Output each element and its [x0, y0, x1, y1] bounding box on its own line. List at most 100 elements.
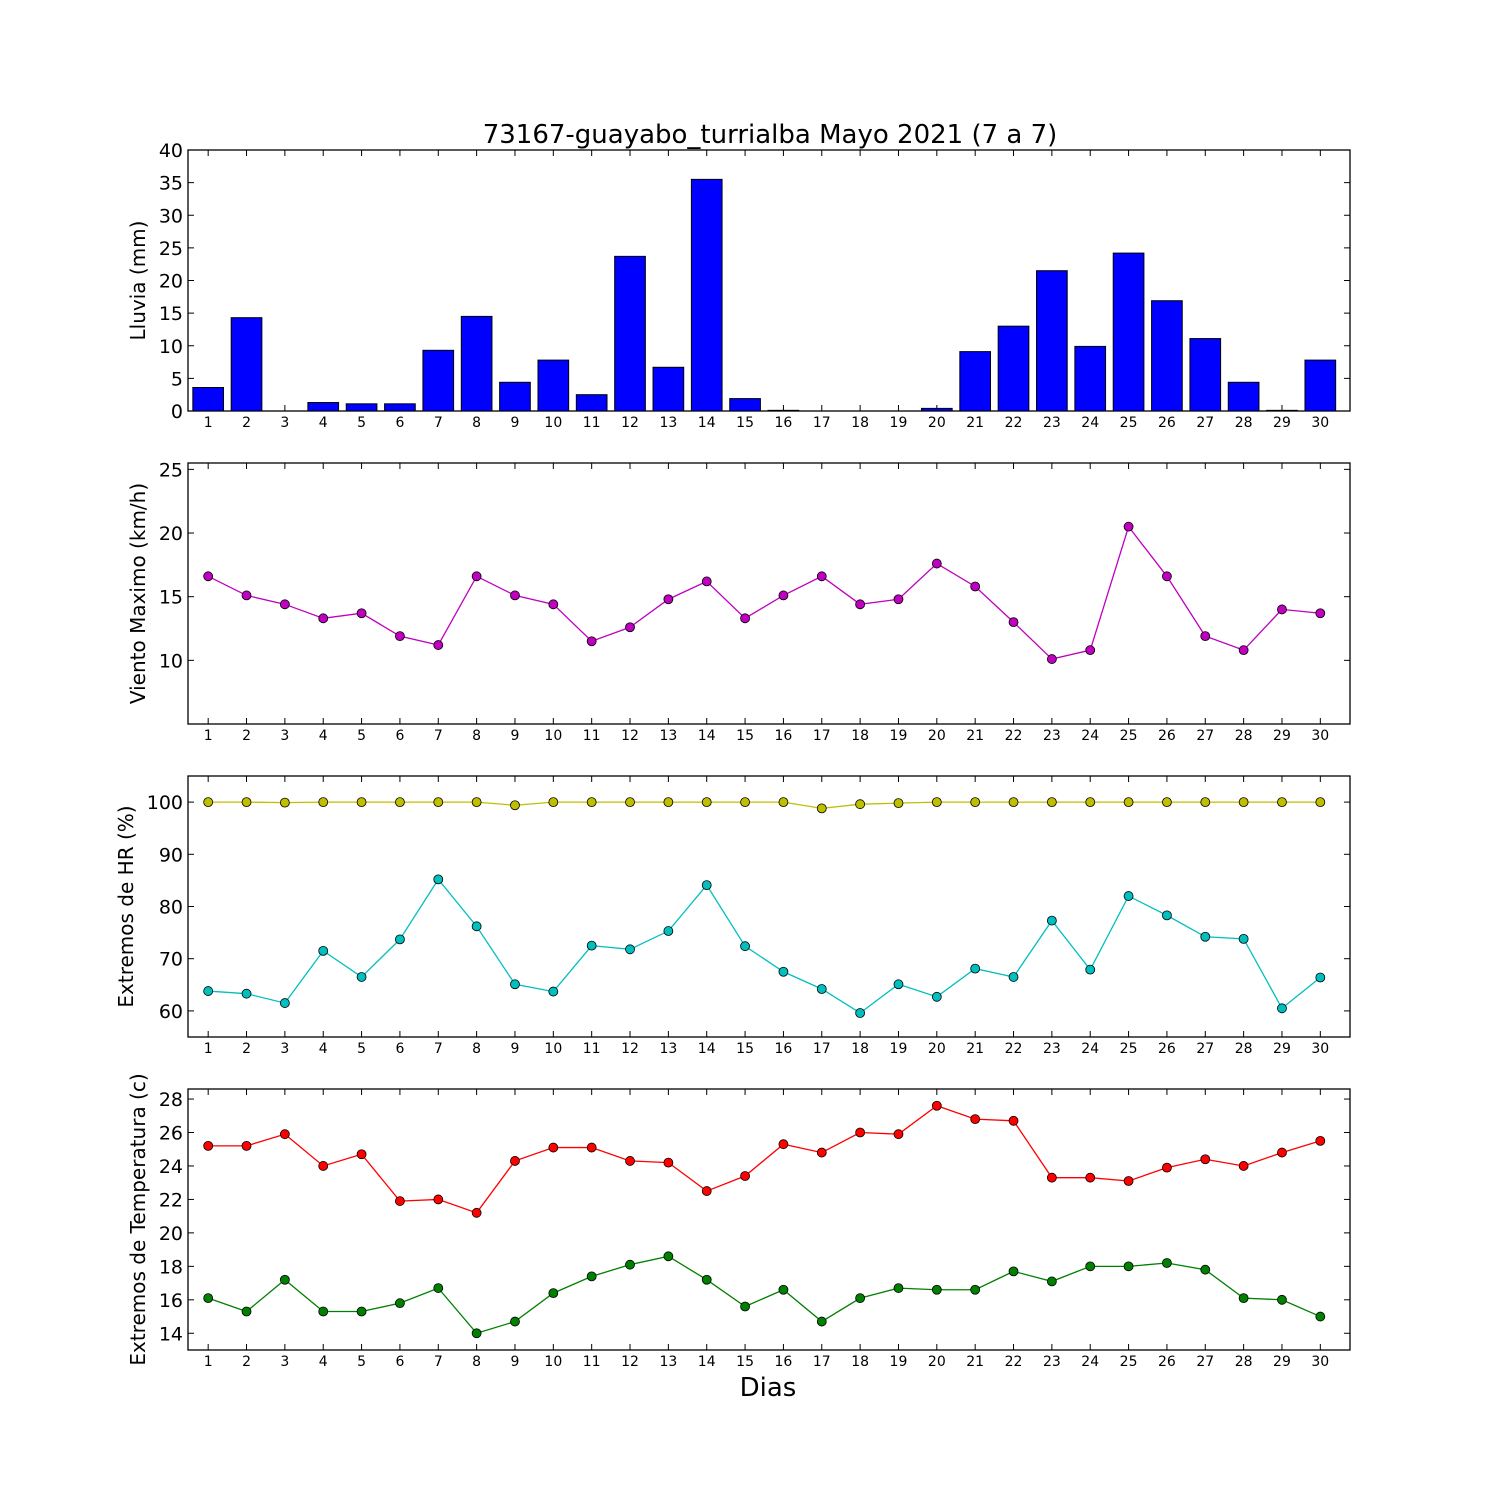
- temperature-data-point: [855, 1293, 866, 1304]
- humidity-data-point: [893, 979, 904, 990]
- temperature-data-point: [778, 1139, 789, 1150]
- humidity-data-point: [1277, 1003, 1287, 1014]
- x-tick-label: 5: [357, 415, 366, 431]
- temperature-series-line: [208, 1105, 1321, 1214]
- x-tick-label: 19: [890, 415, 908, 431]
- temperature-data-point: [241, 1306, 252, 1317]
- y-tick-label: 20: [159, 271, 183, 293]
- x-tick-label: 17: [813, 1354, 831, 1370]
- x-tick-label: 28: [1235, 1041, 1253, 1057]
- humidity-data-point: [241, 797, 252, 807]
- wind-data-point: [356, 608, 367, 619]
- x-tick-label: 22: [1005, 1041, 1023, 1057]
- x-tick-label: 1: [204, 728, 213, 744]
- humidity-data-point: [203, 797, 214, 807]
- x-tick-label: 10: [544, 1041, 562, 1057]
- x-tick-label: 22: [1005, 415, 1023, 431]
- y-tick-label: 10: [159, 336, 183, 358]
- humidity-data-point: [1315, 797, 1326, 807]
- temperature-data-point: [318, 1161, 329, 1171]
- temperature-data-point: [931, 1284, 942, 1295]
- temperature-data-point: [625, 1156, 635, 1166]
- y-tick-label: 90: [159, 844, 183, 866]
- humidity-data-point: [1162, 910, 1172, 921]
- humidity-data-point: [701, 797, 712, 807]
- wind-data-point: [740, 613, 750, 624]
- rain-bar: [1266, 409, 1298, 412]
- x-tick-label: 19: [890, 1354, 908, 1370]
- temperature-data-point: [356, 1149, 367, 1160]
- humidity-data-point: [855, 799, 866, 810]
- x-tick-label: 29: [1273, 1041, 1291, 1057]
- wind-data-point: [1123, 521, 1134, 532]
- temperature-data-point: [1238, 1293, 1249, 1304]
- x-tick-label: 22: [1005, 1354, 1023, 1370]
- humidity-plot-frame: [187, 775, 1351, 1038]
- x-tick-label: 2: [242, 415, 251, 431]
- y-tick-label: 18: [159, 1256, 183, 1278]
- x-tick-label: 9: [511, 1041, 520, 1057]
- temperature-data-point: [548, 1142, 559, 1153]
- humidity-data-point: [471, 797, 482, 807]
- humidity-data-point: [510, 800, 520, 811]
- temperature-plot-frame: [187, 1088, 1351, 1351]
- y-tick-label: 80: [159, 897, 183, 919]
- x-tick-label: 12: [621, 1041, 639, 1057]
- temperature-data-point: [203, 1293, 214, 1304]
- temperature-data-point: [816, 1316, 827, 1327]
- temperature-data-point: [663, 1157, 674, 1168]
- temperature-data-point: [1046, 1276, 1057, 1287]
- x-tick-label: 10: [544, 1354, 562, 1370]
- x-tick-label: 15: [736, 1041, 754, 1057]
- wind-data-point: [816, 571, 827, 582]
- wind-data-point: [318, 613, 329, 624]
- temperature-data-point: [1046, 1172, 1057, 1183]
- x-tick-label: 6: [395, 1041, 404, 1057]
- wind-data-point: [395, 631, 405, 642]
- x-tick-label: 20: [928, 1041, 946, 1057]
- x-tick-label: 15: [736, 415, 754, 431]
- temperature-data-point: [1277, 1147, 1287, 1158]
- x-tick-label: 28: [1235, 728, 1253, 744]
- temperature-data-point: [241, 1140, 252, 1151]
- rain-bar: [1227, 381, 1260, 412]
- x-tick-label: 6: [395, 415, 404, 431]
- temperature-data-point: [433, 1194, 444, 1205]
- x-tick-label: 18: [851, 1041, 869, 1057]
- x-tick-label: 5: [357, 1041, 366, 1057]
- humidity-data-point: [1238, 797, 1249, 807]
- x-tick-label: 21: [966, 728, 984, 744]
- humidity-data-point: [356, 972, 367, 982]
- temperature-data-point: [318, 1306, 329, 1317]
- x-tick-label: 8: [472, 1354, 481, 1370]
- x-tick-label: 8: [472, 415, 481, 431]
- humidity-data-point: [510, 979, 520, 990]
- x-tick-label: 5: [357, 1354, 366, 1370]
- temperature-data-point: [970, 1284, 981, 1295]
- wind-data-point: [548, 599, 559, 610]
- humidity-data-point: [1123, 891, 1134, 901]
- x-tick-label: 29: [1273, 415, 1291, 431]
- x-tick-label: 16: [775, 728, 793, 744]
- temperature-data-point: [510, 1316, 520, 1327]
- temperature-data-point: [471, 1328, 482, 1339]
- x-tick-label: 18: [851, 415, 869, 431]
- x-tick-label: 17: [813, 1041, 831, 1057]
- temperature-data-point: [586, 1271, 597, 1282]
- humidity-data-point: [1200, 931, 1211, 942]
- temperature-data-point: [970, 1114, 981, 1125]
- temperature-data-point: [510, 1156, 520, 1166]
- rain-bar: [652, 366, 685, 412]
- x-tick-label: 13: [659, 728, 677, 744]
- humidity-data-point: [1123, 797, 1134, 807]
- x-tick-label: 14: [698, 415, 716, 431]
- humidity-data-point: [203, 986, 214, 996]
- y-tick-label: 20: [159, 1223, 183, 1245]
- temperature-data-point: [740, 1171, 750, 1181]
- x-tick-label: 11: [583, 415, 601, 431]
- wind-data-point: [433, 640, 444, 650]
- humidity-data-point: [1008, 972, 1019, 982]
- y-tick-label: 24: [159, 1156, 183, 1178]
- humidity-data-point: [1046, 797, 1057, 807]
